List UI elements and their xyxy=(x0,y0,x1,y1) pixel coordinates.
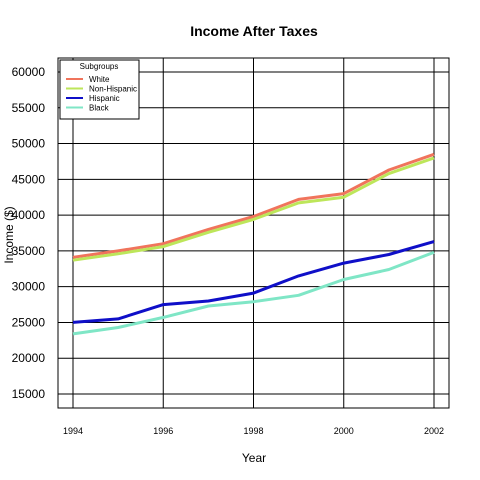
y-axis-label: Income ($) xyxy=(2,206,16,263)
y-tick-label: 35000 xyxy=(12,244,46,258)
series-line-white xyxy=(72,152,435,259)
y-axis-ticks: 15000 20000 25000 30000 35000 40000 45000 50000… xyxy=(12,65,46,401)
y-tick-label: 15000 xyxy=(12,387,46,401)
x-axis-label: Year xyxy=(242,451,266,465)
x-tick-label: 2002 xyxy=(424,426,444,436)
y-tick-label: 60000 xyxy=(12,65,46,79)
chart-title: Income After Taxes xyxy=(190,23,318,39)
legend-label-white: White xyxy=(89,75,110,84)
x-tick-label: 1994 xyxy=(63,426,83,436)
x-tick-label: 1996 xyxy=(153,426,173,436)
y-tick-label: 55000 xyxy=(12,101,46,115)
x-tick-label: 2000 xyxy=(334,426,354,436)
y-tick-label: 25000 xyxy=(12,315,46,329)
legend-label-hispanic: Hispanic xyxy=(89,94,120,103)
y-tick-label: 50000 xyxy=(12,137,46,151)
y-tick-label: 30000 xyxy=(12,280,46,294)
series-lines xyxy=(72,152,435,336)
x-axis-ticks: 1994 1996 1998 2000 2002 xyxy=(63,426,444,436)
y-tick-label: 20000 xyxy=(12,351,46,365)
legend-title: Subgroups xyxy=(80,62,119,71)
y-tick-label: 45000 xyxy=(12,172,46,186)
y-tick-label: 40000 xyxy=(12,208,46,222)
plot-border xyxy=(57,57,450,409)
series-line-hispanic xyxy=(72,240,435,324)
legend-label-non-hispanic: Non-Hispanic xyxy=(89,85,137,94)
series-line-non-hispanic xyxy=(72,156,435,262)
series-line-black xyxy=(72,250,435,336)
x-tick-label: 1998 xyxy=(243,426,263,436)
legend-label-black: Black xyxy=(89,104,110,113)
